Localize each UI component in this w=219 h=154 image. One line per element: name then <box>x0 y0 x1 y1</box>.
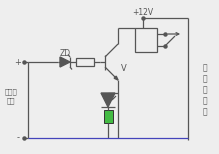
Text: 开: 开 <box>203 63 207 73</box>
Text: 关: 关 <box>203 75 207 83</box>
Text: 未稳压: 未稳压 <box>5 89 17 95</box>
Polygon shape <box>101 93 115 107</box>
Text: V: V <box>121 63 127 73</box>
Text: -: - <box>16 134 19 142</box>
Bar <box>104 110 113 123</box>
Text: 压: 压 <box>203 97 207 105</box>
Polygon shape <box>60 57 70 67</box>
Text: +: + <box>14 57 21 67</box>
Text: 器: 器 <box>203 107 207 116</box>
Bar <box>135 28 157 52</box>
Bar <box>76 58 94 66</box>
Polygon shape <box>114 76 118 80</box>
Text: 输入: 输入 <box>7 98 15 104</box>
Text: ZD: ZD <box>59 49 71 57</box>
Text: 稳: 稳 <box>203 85 207 95</box>
Text: +12V: +12V <box>132 8 154 16</box>
